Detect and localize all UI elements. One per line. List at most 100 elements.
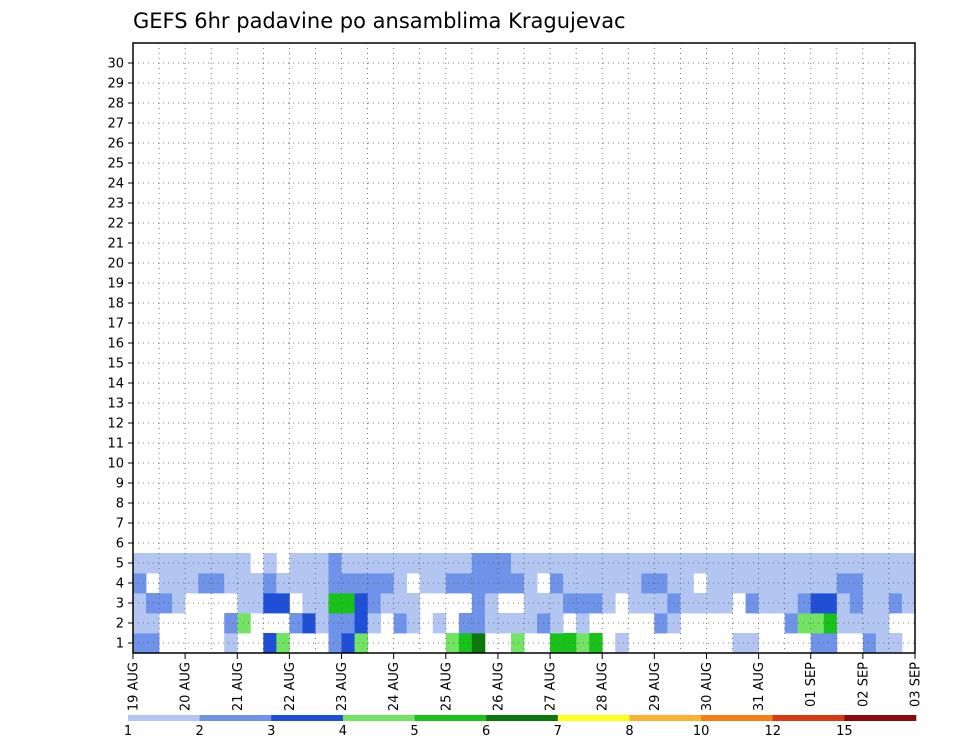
- heatmap-cell: [354, 553, 368, 574]
- x-tick-label: 30 AUG: [700, 662, 715, 711]
- heatmap-cell: [367, 573, 382, 594]
- heatmap-cell: [667, 573, 681, 594]
- heatmap-cell: [589, 553, 603, 574]
- x-tick-label: 19 AUG: [127, 662, 142, 711]
- colorbar-label: 4: [339, 724, 347, 739]
- heatmap-cell: [224, 573, 238, 594]
- heatmap-cell: [146, 613, 160, 634]
- heatmap-cell: [576, 553, 590, 574]
- colorbar-label: 3: [267, 724, 275, 739]
- y-tick-label: 2: [116, 617, 124, 632]
- heatmap-cell: [159, 553, 173, 574]
- heatmap-cell: [719, 553, 733, 574]
- heatmap-cell: [628, 553, 642, 574]
- y-tick-label: 15: [107, 357, 124, 372]
- heatmap-cell: [432, 553, 447, 574]
- y-tick-label: 9: [116, 477, 124, 492]
- heatmap-cell: [393, 593, 408, 614]
- heatmap-cell: [784, 613, 799, 634]
- heatmap-cell: [654, 613, 668, 634]
- heatmap-cell: [823, 633, 838, 654]
- heatmap-cell: [732, 553, 746, 574]
- y-tick-label: 23: [107, 197, 124, 212]
- heatmap-cell: [354, 573, 368, 594]
- heatmap-cell: [302, 573, 316, 594]
- heatmap-cell: [810, 553, 825, 574]
- heatmap-cell: [315, 593, 329, 614]
- heatmap-cell: [354, 593, 368, 614]
- heatmap-cell: [354, 633, 368, 654]
- heatmap-cell: [862, 593, 877, 614]
- heatmap-cell: [367, 613, 382, 634]
- colorbar-swatch: [629, 715, 702, 721]
- y-tick-label: 13: [107, 397, 124, 412]
- y-tick-label: 28: [107, 97, 124, 112]
- heatmap-cell: [875, 613, 890, 634]
- heatmap-cell: [745, 633, 759, 654]
- heatmap-cell: [849, 553, 864, 574]
- heatmap-cell: [497, 573, 512, 594]
- x-tick-label: 25 AUG: [439, 662, 454, 711]
- heatmap-cell: [510, 613, 525, 634]
- heatmap-cell: [185, 573, 199, 594]
- heatmap-cell: [875, 593, 890, 614]
- heatmap-cell: [510, 633, 525, 654]
- heatmap-cell: [302, 593, 316, 614]
- y-tick-label: 30: [107, 57, 124, 72]
- colorbar-label: 10: [693, 724, 710, 739]
- heatmap-cell: [393, 613, 408, 634]
- heatmap-cell: [289, 613, 303, 634]
- heatmap-cell: [315, 573, 329, 594]
- heatmap-cell: [367, 553, 382, 574]
- heatmap-cell: [185, 553, 199, 574]
- heatmap-cell: [497, 553, 512, 574]
- colorbar-swatch: [486, 715, 559, 721]
- colorbar-swatch: [271, 715, 344, 721]
- colorbar-swatch: [557, 715, 630, 721]
- heatmap-cell: [328, 613, 342, 634]
- heatmap-cell: [133, 613, 147, 634]
- heatmap-cell: [302, 553, 316, 574]
- heatmap-cell: [875, 573, 890, 594]
- heatmap-cell: [849, 593, 864, 614]
- plot-frame: [132, 42, 916, 654]
- heatmap-cell: [445, 553, 460, 574]
- heatmap-cell: [510, 573, 525, 594]
- heatmap-cell: [823, 613, 838, 634]
- heatmap-cell: [524, 573, 538, 594]
- heatmap-cell: [250, 593, 264, 614]
- heatmap-cell: [719, 593, 733, 614]
- heatmap-cell: [550, 633, 564, 654]
- y-tick-label: 18: [107, 297, 124, 312]
- heatmap-cell: [615, 573, 629, 594]
- heatmap-cell: [550, 613, 564, 634]
- colorbar-swatch: [844, 715, 917, 721]
- chart-title: GEFS 6hr padavine po ansamblima Kragujev…: [133, 9, 626, 33]
- heatmap-cell: [328, 573, 342, 594]
- heatmap-cell: [524, 613, 538, 634]
- y-tick-label: 19: [107, 277, 124, 292]
- heatmap-cell: [745, 553, 759, 574]
- y-tick-label: 29: [107, 77, 124, 92]
- heatmap-cell: [680, 553, 694, 574]
- heatmap-cell: [823, 593, 838, 614]
- heatmap-cell: [380, 593, 395, 614]
- heatmap-cell: [784, 573, 799, 594]
- x-axis-ticks: 19 AUG 20 AUG 21 AUG 22 AUG 23 AUG 24 AUG 25 A…: [127, 653, 924, 711]
- heatmap-cell: [133, 553, 147, 574]
- heatmap-cell: [667, 593, 681, 614]
- colorbar-swatch: [199, 715, 272, 721]
- heatmap-cell: [380, 573, 395, 594]
- heatmap-cell: [445, 633, 460, 654]
- heatmap-cell: [393, 553, 408, 574]
- heatmap-cell: [784, 593, 799, 614]
- heatmap-cell: [159, 573, 173, 594]
- y-axis-ticks: 1234567891011121314151617181920212223242…: [107, 57, 133, 652]
- heatmap-cell: [875, 633, 890, 654]
- y-tick-label: 26: [107, 137, 124, 152]
- heatmap-cell: [432, 573, 447, 594]
- colorbar-legend: 1 2 3 4 5 6 7 8 10 12 15: [124, 715, 917, 739]
- heatmap-cell: [862, 573, 877, 594]
- heatmap-cell: [263, 593, 277, 614]
- x-tick-label: 29 AUG: [648, 662, 663, 711]
